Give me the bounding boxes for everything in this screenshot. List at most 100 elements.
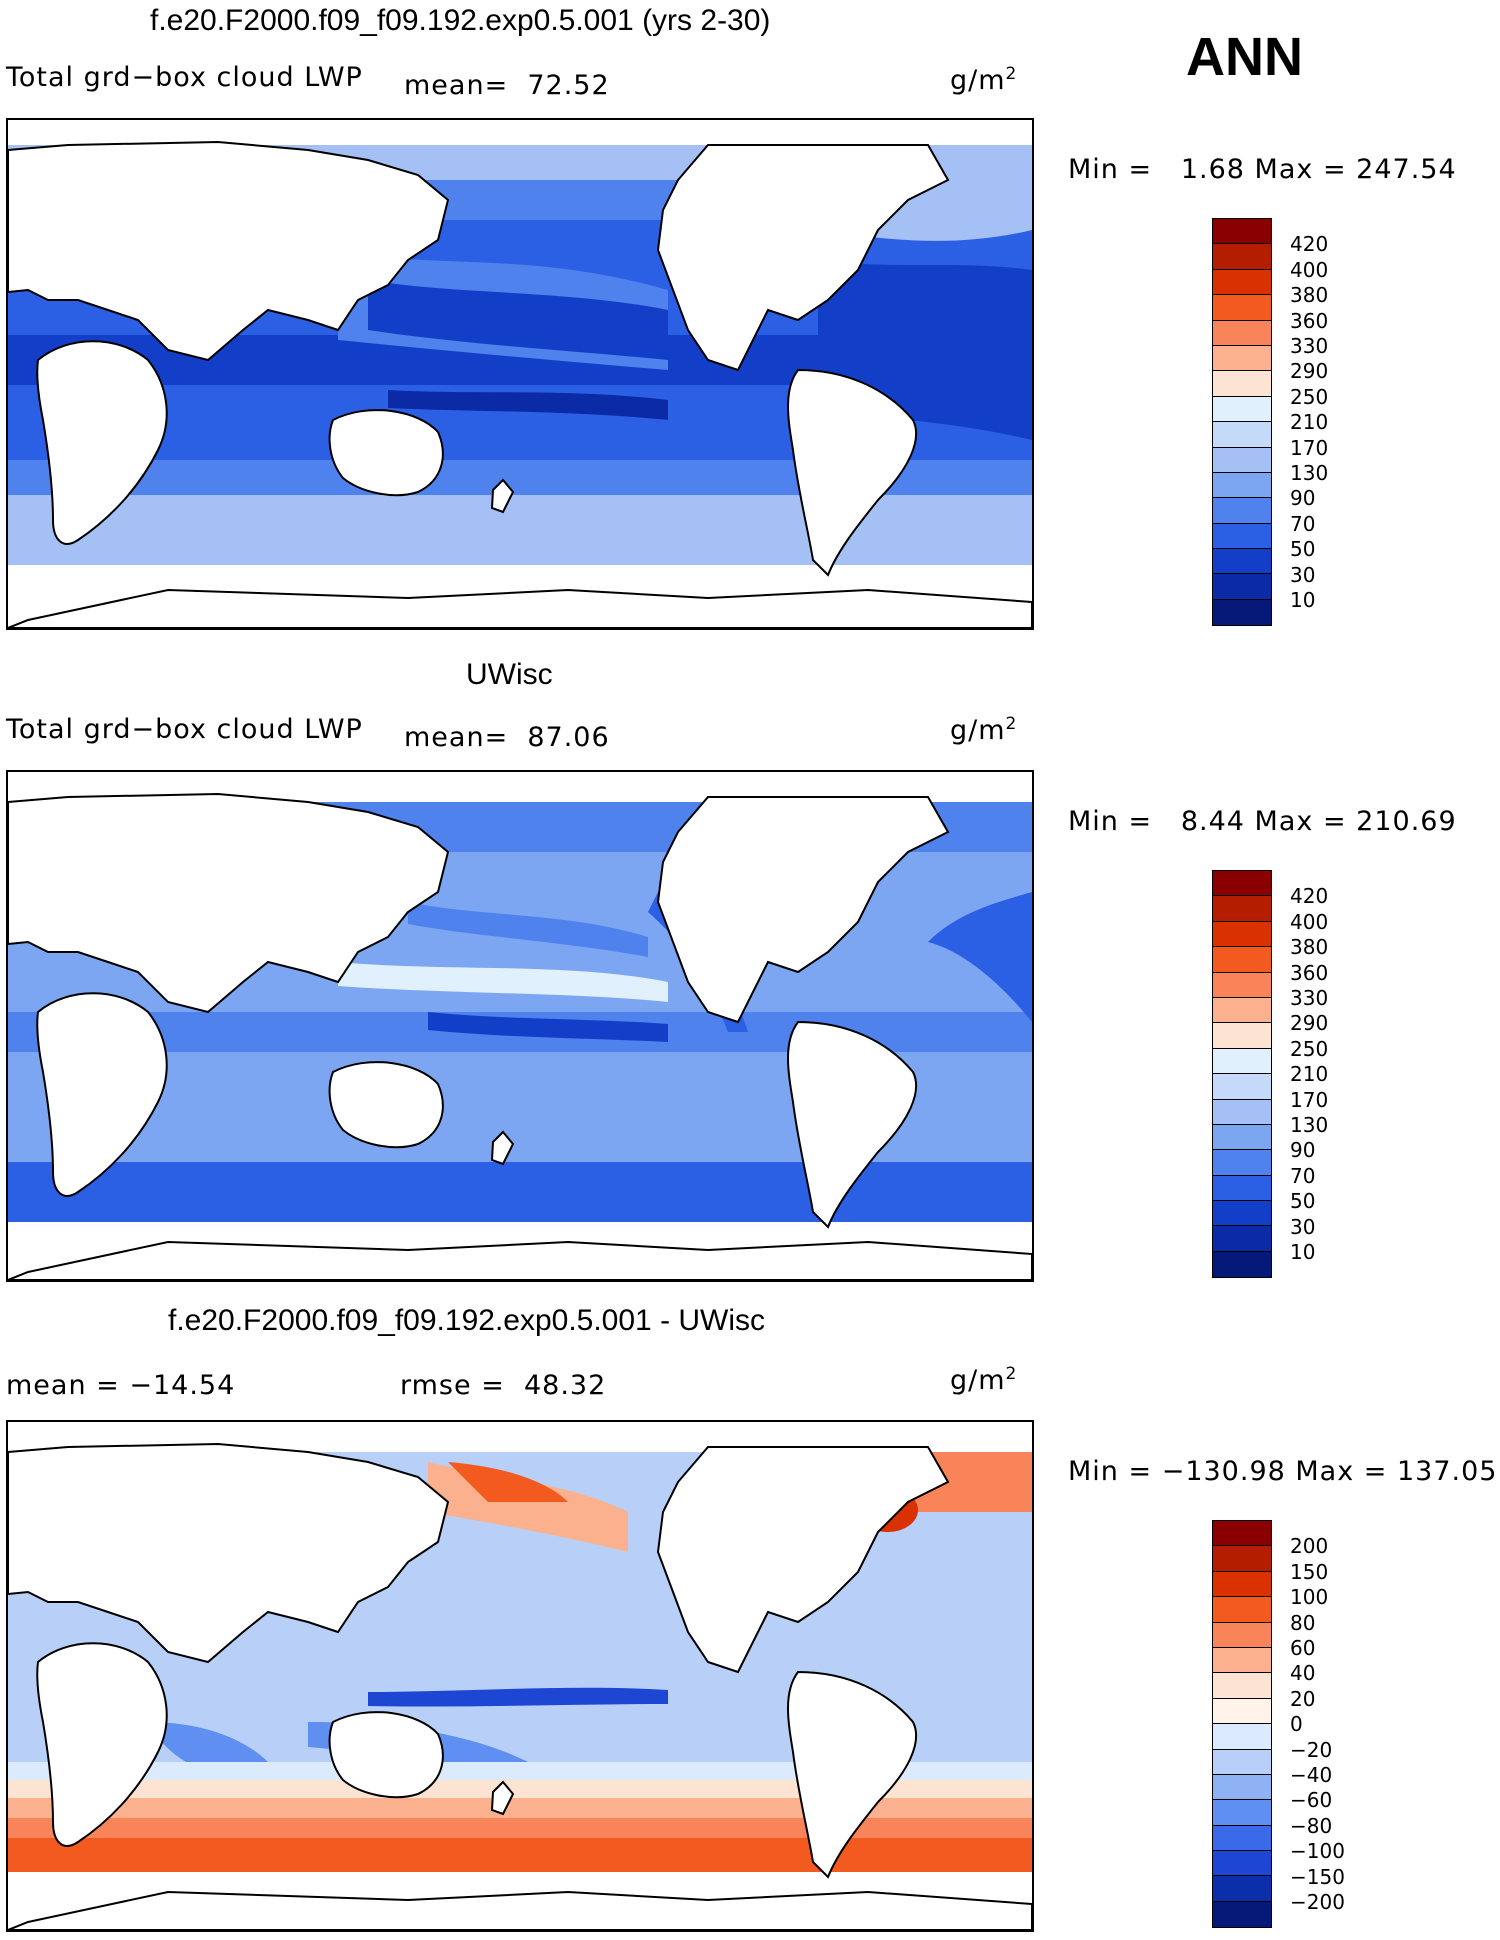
panel-1-map [6, 118, 1034, 630]
colorbar-swatch [1213, 1851, 1271, 1877]
panel-3-title: f.e20.F2000.f09_f09.192.exp0.5.001 - UWi… [168, 1304, 766, 1337]
colorbar-swatch [1213, 1023, 1271, 1049]
panel-3-mean: mean = −14.54 [6, 1370, 236, 1401]
colorbar-label: −100 [1290, 1839, 1345, 1864]
panel-3-land [8, 1442, 1032, 1930]
colorbar-label: 290 [1290, 359, 1329, 384]
panel-2-map-svg [8, 772, 1032, 1280]
colorbar-swatch [1213, 345, 1271, 372]
colorbar-label: 360 [1290, 960, 1329, 985]
panel-2-title: UWisc [466, 658, 553, 691]
colorbar-swatch [1213, 997, 1271, 1024]
colorbar-swatch [1213, 320, 1271, 346]
colorbar-label: 10 [1290, 588, 1316, 612]
colorbar-swatch [1213, 523, 1271, 550]
panel-1-title: f.e20.F2000.f09_f09.192.exp0.5.001 (yrs … [150, 4, 771, 37]
colorbar-swatch [1213, 498, 1271, 524]
colorbar-swatch [1213, 1521, 1271, 1547]
panel-2-minmax: Min = 8.44 Max = 210.69 [1068, 806, 1457, 837]
colorbar-label: 40 [1290, 1661, 1316, 1686]
panel-1-units-exp: 2 [1005, 64, 1018, 84]
panel-1-mean: mean= 72.52 [404, 70, 610, 101]
colorbar-label: 330 [1290, 334, 1329, 358]
colorbar-label: 30 [1290, 1214, 1316, 1239]
colorbar-swatch [1213, 371, 1271, 397]
panel-3-units-exp: 2 [1005, 1364, 1018, 1384]
panel-1-colorbar [1212, 218, 1272, 627]
colorbar-label: 200 [1290, 1534, 1329, 1559]
colorbar-label: 30 [1290, 562, 1316, 587]
colorbar-label: 250 [1290, 1036, 1329, 1061]
panel-1-variable: Total grd−box cloud LWP [6, 62, 363, 93]
colorbar-swatch [1213, 549, 1271, 575]
panel-2-units: g/m2 [950, 714, 1018, 746]
colorbar-label: 50 [1290, 1189, 1316, 1214]
panel-3-colorbar [1212, 1520, 1272, 1929]
colorbar-swatch [1213, 1749, 1271, 1775]
panel-1-units: g/m2 [950, 64, 1018, 96]
colorbar-swatch [1213, 1048, 1271, 1075]
colorbar-label: 250 [1290, 384, 1329, 409]
panel-2-map [6, 770, 1034, 1282]
panel-3-map-svg [8, 1422, 1032, 1930]
colorbar-swatch [1213, 1647, 1271, 1674]
colorbar-swatch [1213, 1698, 1271, 1725]
panel-2-colorbar [1212, 870, 1272, 1279]
colorbar-swatch [1213, 1546, 1271, 1572]
colorbar-swatch [1213, 1825, 1271, 1852]
colorbar-label: 420 [1290, 232, 1329, 257]
colorbar-label: 360 [1290, 308, 1329, 333]
colorbar-label: 400 [1290, 909, 1329, 934]
colorbar-swatch [1213, 921, 1271, 948]
colorbar-label: 70 [1290, 511, 1316, 536]
colorbar-label: −150 [1290, 1864, 1345, 1889]
colorbar-label: 90 [1290, 1138, 1316, 1163]
colorbar-label: −80 [1290, 1813, 1333, 1838]
panel-1-units-base: g/m [950, 65, 1006, 96]
colorbar-swatch [1213, 1099, 1271, 1125]
panel-2-units-exp: 2 [1005, 714, 1018, 734]
colorbar-label: −200 [1290, 1890, 1345, 1914]
panel-3-units: g/m2 [950, 1364, 1018, 1396]
colorbar-label: 80 [1290, 1610, 1316, 1635]
colorbar-swatch [1213, 1074, 1271, 1100]
colorbar-label: 20 [1290, 1686, 1316, 1711]
colorbar-label: 50 [1290, 537, 1316, 562]
colorbar-swatch [1213, 422, 1271, 448]
panel-2-units-base: g/m [950, 715, 1006, 746]
colorbar-label: −40 [1290, 1763, 1333, 1787]
panel-3-map [6, 1420, 1034, 1932]
colorbar-swatch [1213, 1622, 1271, 1648]
colorbar-label: 380 [1290, 935, 1329, 960]
colorbar-swatch [1213, 1724, 1271, 1750]
colorbar-label: −20 [1290, 1737, 1333, 1762]
colorbar-swatch [1213, 219, 1271, 245]
colorbar-label: −60 [1290, 1788, 1333, 1813]
panel-1-land [8, 140, 1032, 628]
colorbar-swatch [1213, 1571, 1271, 1598]
colorbar-swatch [1213, 244, 1271, 270]
colorbar-swatch [1213, 447, 1271, 473]
colorbar-label: 170 [1290, 1087, 1329, 1112]
colorbar-label: 380 [1290, 283, 1329, 308]
panel-3-rmse: rmse = 48.32 [400, 1370, 607, 1401]
panel-2-mean: mean= 87.06 [404, 722, 610, 753]
season-badge: ANN [1186, 27, 1303, 87]
colorbar-label: 170 [1290, 435, 1329, 460]
colorbar-label: 0 [1290, 1712, 1303, 1737]
colorbar-swatch [1213, 574, 1271, 600]
panel-3-units-base: g/m [950, 1365, 1006, 1396]
colorbar-swatch [1213, 1876, 1271, 1902]
colorbar-swatch [1213, 1901, 1271, 1928]
colorbar-swatch [1213, 1800, 1271, 1826]
colorbar-label: 210 [1290, 1062, 1329, 1087]
colorbar-label: 150 [1290, 1559, 1329, 1584]
colorbar-swatch [1213, 1201, 1271, 1227]
colorbar-swatch [1213, 972, 1271, 998]
colorbar-swatch [1213, 947, 1271, 973]
colorbar-swatch [1213, 871, 1271, 897]
colorbar-swatch [1213, 396, 1271, 423]
colorbar-swatch [1213, 896, 1271, 922]
colorbar-swatch [1213, 599, 1271, 626]
colorbar-label: 60 [1290, 1636, 1316, 1660]
